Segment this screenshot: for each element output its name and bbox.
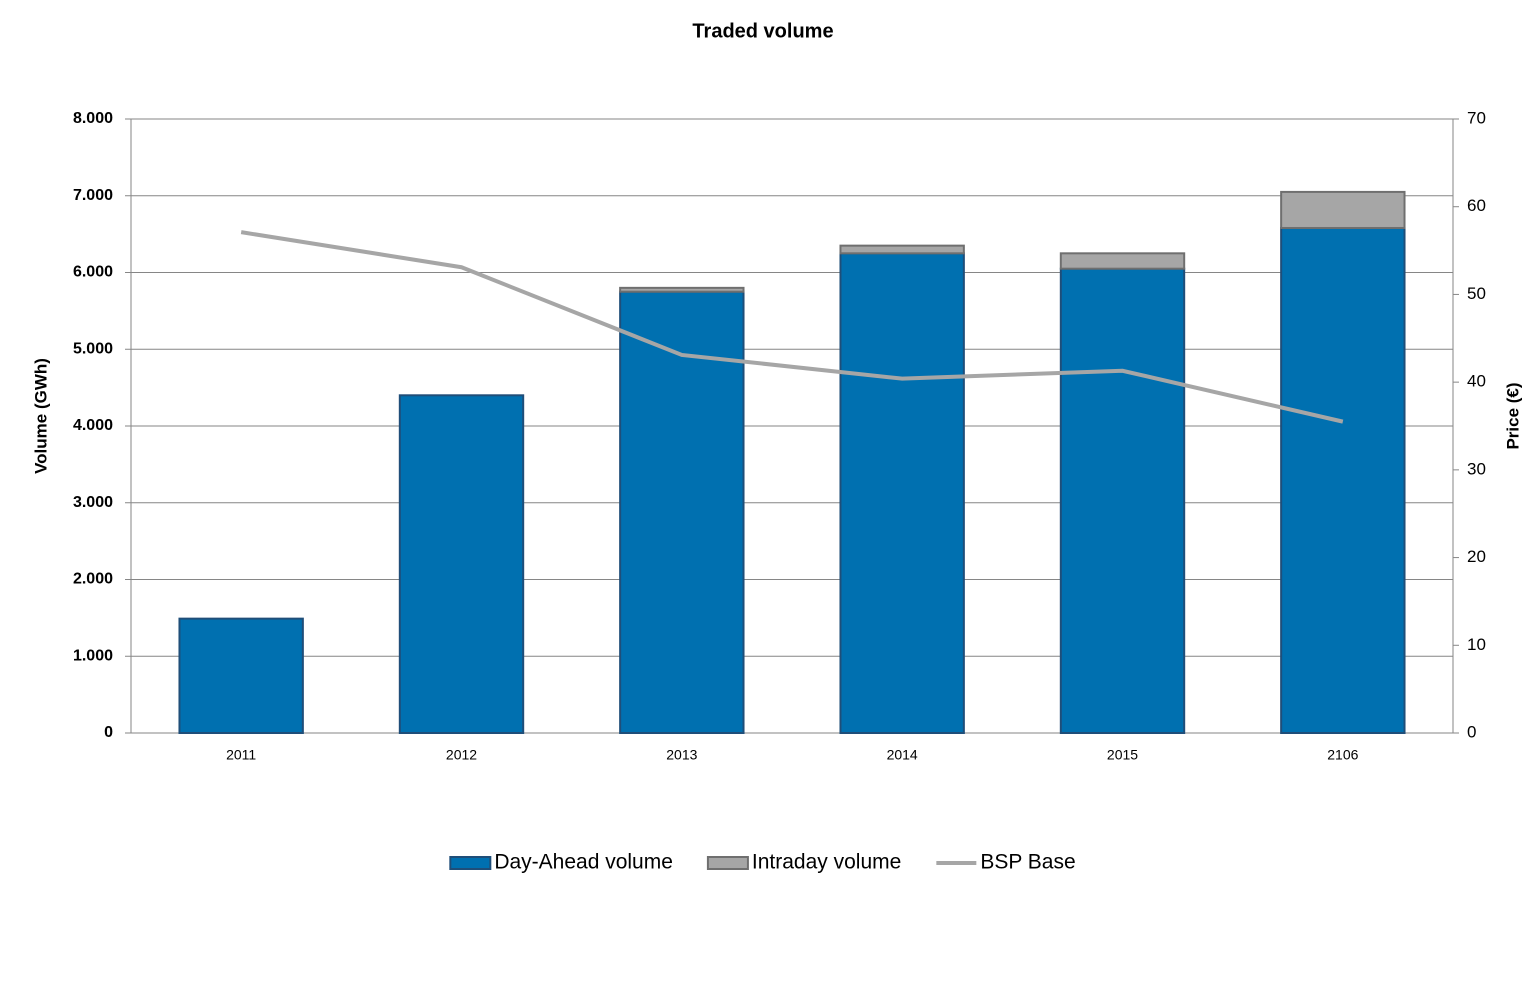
x-tick-label: 2015 [1107,747,1138,763]
y-tick-label: 3.000 [73,494,113,511]
line [240,230,1344,424]
bar-segment [619,290,745,734]
x-tick-label: 2011 [226,747,256,763]
x-tick-label: 2014 [887,747,918,763]
y2-tick-label: 10 [1467,635,1486,654]
y-tick-label: 7.000 [73,187,113,204]
bar-segment [178,617,304,735]
y-tick-label: 1.000 [73,647,113,664]
bar-segment [1280,190,1406,229]
y-tick-label: 8.000 [73,110,113,127]
legend-label: BSP Base [980,851,1075,874]
y2-tick-label: 60 [1467,196,1486,215]
bar-segment [1280,226,1406,735]
y2-tick-label: 30 [1467,459,1486,478]
x-tick-label: 2013 [666,747,697,763]
y-tick-label: 4.000 [73,417,113,434]
chart-title: Traded volume [692,20,833,42]
bar-segment [1059,252,1186,270]
plot-frame [130,118,1454,734]
legend-swatch [449,856,492,870]
y2-tick-label: 50 [1467,284,1486,303]
bar-segment [398,394,525,734]
legend-item: BSP Base [936,851,1076,874]
bar-segment [619,286,745,293]
legend-swatch [706,856,749,870]
legend-item: Intraday volume [706,851,901,874]
y-tick-label: 0 [104,724,113,741]
y2-tick-label: 20 [1467,547,1486,566]
y-tick-label: 6.000 [73,264,113,281]
x-tick-label: 2012 [446,747,477,763]
bar-segment [839,244,965,255]
bar-segment [839,252,965,734]
y2-tick-label: 0 [1467,722,1476,741]
y-tick-label: 5.000 [73,340,113,357]
y-axis-label: Volume (GWh) [31,358,50,474]
x-tick-label: 2106 [1327,747,1358,763]
y2-axis-label: Price (€) [1503,382,1522,449]
y2-tick-label: 70 [1467,108,1486,127]
y-tick-label: 2.000 [73,571,113,588]
bar-segment [1059,267,1186,734]
legend-label: Intraday volume [752,851,901,874]
legend-item: Day-Ahead volume [449,851,673,874]
legend-label: Day-Ahead volume [494,851,673,874]
y2-tick-label: 40 [1467,372,1486,391]
